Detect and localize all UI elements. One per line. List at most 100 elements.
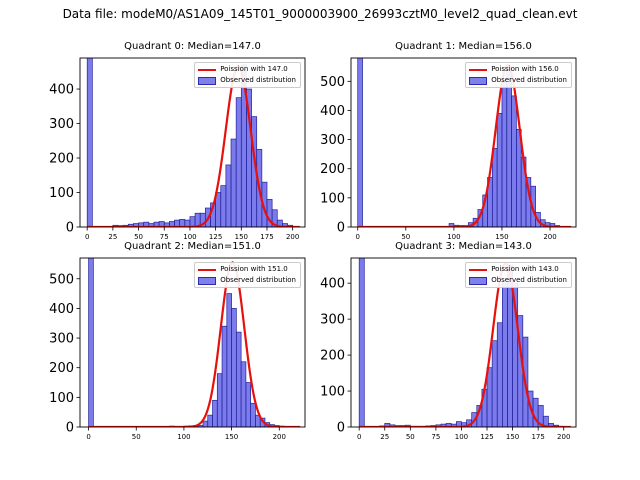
legend-bar-swatch (198, 276, 217, 285)
x-tick-label: 50 (406, 433, 415, 441)
axes-frame (79, 257, 306, 428)
x-tick-label: 25 (108, 233, 117, 241)
histogram-bar (236, 331, 242, 427)
legend: Poission with 156.0 Observed distribution (465, 62, 572, 88)
subplot-quadrant-1: 0 50 100 150 200 0 100 200 300 400 500 Quadrant 1: … (320, 41, 577, 241)
x-tick-label: 200 (286, 233, 299, 241)
x-tick-label: 200 (543, 233, 556, 241)
y-tick-label: 400 (49, 83, 74, 98)
x-tick-label: 50 (134, 233, 143, 241)
legend-label: Observed distribution (220, 276, 296, 284)
x-tick-label: 125 (209, 233, 222, 241)
y-tick-label: 200 (49, 152, 74, 167)
x-tick-label: 0 (357, 433, 361, 441)
y-tick-label: 100 (49, 391, 74, 406)
y-tick-label: 300 (49, 332, 74, 347)
x-tick-label: 0 (85, 233, 89, 241)
y-tick-label: 100 (49, 186, 74, 201)
y-tick-label: 300 (320, 133, 345, 148)
y-tick-label: 400 (320, 104, 345, 119)
histogram-bar (240, 361, 247, 427)
legend-entry-poisson: Poission with 156.0 (469, 64, 567, 75)
x-tick-label: 175 (260, 233, 273, 241)
legend-label: Observed distribution (491, 76, 567, 84)
x-tick-label: 100 (455, 433, 468, 441)
legend-entry-poisson: Poission with 147.0 (198, 64, 296, 75)
plot-area (86, 58, 300, 227)
histogram-bar (496, 322, 503, 427)
legend-label: Poission with 156.0 (491, 65, 559, 73)
poisson-curve (357, 64, 572, 227)
histogram-bar (502, 282, 508, 427)
y-tick-label: 0 (66, 421, 74, 436)
y-tick-label: 500 (49, 272, 74, 287)
legend-entry-poisson: Poission with 151.0 (198, 264, 296, 275)
histogram-bar (501, 80, 508, 227)
x-tick-label: 150 (495, 233, 508, 241)
y-tick-label: 200 (49, 361, 74, 376)
legend: Poission with 147.0 Observed distribution (194, 62, 301, 88)
histogram-bar (511, 95, 517, 227)
x-tick-label: 150 (235, 233, 248, 241)
axes-frame (350, 57, 577, 228)
legend-entry-observed: Observed distribution (469, 275, 567, 286)
x-tick-label: 50 (401, 233, 410, 241)
x-tick-label: 200 (273, 433, 286, 441)
y-tick-label: 400 (320, 277, 345, 292)
x-tick-label: 100 (447, 233, 460, 241)
histogram-bar (235, 97, 242, 227)
axes-frame (79, 57, 306, 228)
y-tick-label: 0 (66, 221, 74, 236)
histogram-bar (202, 420, 209, 427)
histogram-bar (88, 258, 94, 427)
y-tick-label: 100 (320, 191, 345, 206)
legend-bar-swatch (198, 76, 217, 85)
subplot-title: Quadrant 1: Median=156.0 (395, 41, 532, 52)
legend-label: Poission with 147.0 (220, 65, 288, 73)
axes-frame (350, 257, 577, 428)
histogram-bar (250, 402, 256, 427)
histogram-bar (491, 147, 498, 227)
y-tick-label: 400 (49, 302, 74, 317)
histogram-bar (225, 164, 232, 227)
legend: Poission with 143.0 Observed distribution (465, 262, 572, 288)
x-tick-label: 150 (225, 433, 238, 441)
legend-label: Poission with 143.0 (491, 265, 559, 273)
legend-entry-observed: Observed distribution (198, 275, 296, 286)
legend-label: Poission with 151.0 (220, 265, 288, 273)
y-tick-label: 300 (320, 313, 345, 328)
histogram-bar (245, 382, 252, 427)
subplot-quadrant-0: 0 25 50 75 100 125 150 175 200 0 100 200 300 400 Quadr… (49, 41, 306, 241)
subplot-title: Quadrant 3: Median=143.0 (395, 241, 532, 252)
poisson-curve (88, 261, 301, 427)
legend-line-swatch (198, 68, 217, 71)
histogram-bar (216, 373, 223, 427)
histogram-bar (357, 58, 363, 227)
plot-area (88, 258, 301, 427)
histogram-bar (486, 367, 493, 427)
histogram-bar (86, 58, 93, 227)
legend-line-swatch (469, 268, 488, 271)
x-tick-label: 175 (531, 433, 544, 441)
plot-area (358, 258, 571, 427)
histogram-bar (496, 113, 503, 227)
legend-entry-observed: Observed distribution (469, 75, 567, 86)
x-tick-label: 0 (355, 233, 359, 241)
x-tick-label: 200 (557, 433, 570, 441)
legend-entry-poisson: Poission with 143.0 (469, 264, 567, 275)
legend-entry-observed: Observed distribution (198, 75, 296, 86)
y-tick-label: 500 (320, 75, 345, 90)
legend-bar-swatch (469, 76, 488, 85)
histogram-bar (491, 340, 498, 427)
y-tick-label: 200 (320, 349, 345, 364)
subplot-title: Quadrant 2: Median=151.0 (124, 241, 261, 252)
histogram-bar (516, 129, 522, 227)
legend-label: Observed distribution (220, 76, 296, 84)
x-tick-label: 100 (177, 433, 190, 441)
x-tick-label: 100 (183, 233, 196, 241)
x-tick-label: 150 (506, 433, 519, 441)
x-tick-label: 25 (380, 433, 389, 441)
legend-bar-swatch (469, 276, 488, 285)
subplot-quadrant-3: 0 25 50 75 100 125 150 175 200 0 100 200 300 400 Quadr… (320, 241, 577, 441)
